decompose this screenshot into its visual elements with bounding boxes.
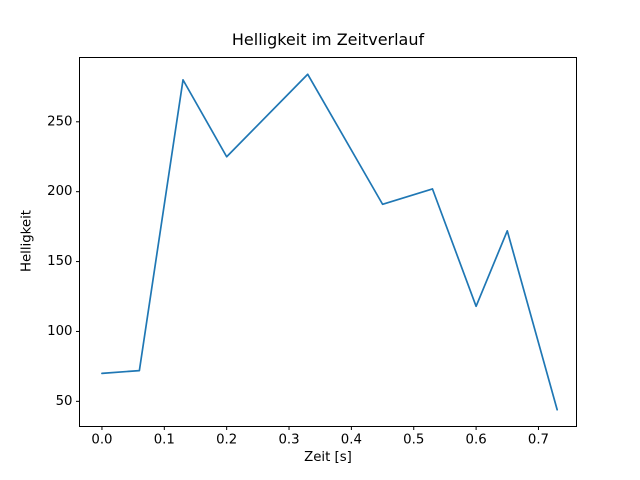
x-tick-label: 0.0 <box>91 432 112 447</box>
x-tick-label: 0.2 <box>216 432 237 447</box>
y-tick-label: 150 <box>47 254 72 269</box>
y-tick-label: 250 <box>47 114 72 129</box>
x-tick-label: 0.1 <box>154 432 175 447</box>
x-tick-label: 0.7 <box>528 432 549 447</box>
x-tick-label: 0.4 <box>341 432 362 447</box>
y-axis-label: Helligkeit <box>19 209 35 273</box>
data-series-line <box>101 73 559 411</box>
chart-title: Helligkeit im Zeitverlauf <box>231 30 425 49</box>
y-tick-label: 100 <box>47 324 72 339</box>
axes-frame <box>79 57 577 427</box>
x-axis-label: Zeit [s] <box>304 450 352 465</box>
x-tick-label: 0.3 <box>278 432 299 447</box>
x-tick-label: 0.6 <box>466 432 487 447</box>
y-tick-label: 200 <box>47 184 72 199</box>
x-tick-label: 0.5 <box>403 432 424 447</box>
y-tick-label: 50 <box>56 394 73 409</box>
